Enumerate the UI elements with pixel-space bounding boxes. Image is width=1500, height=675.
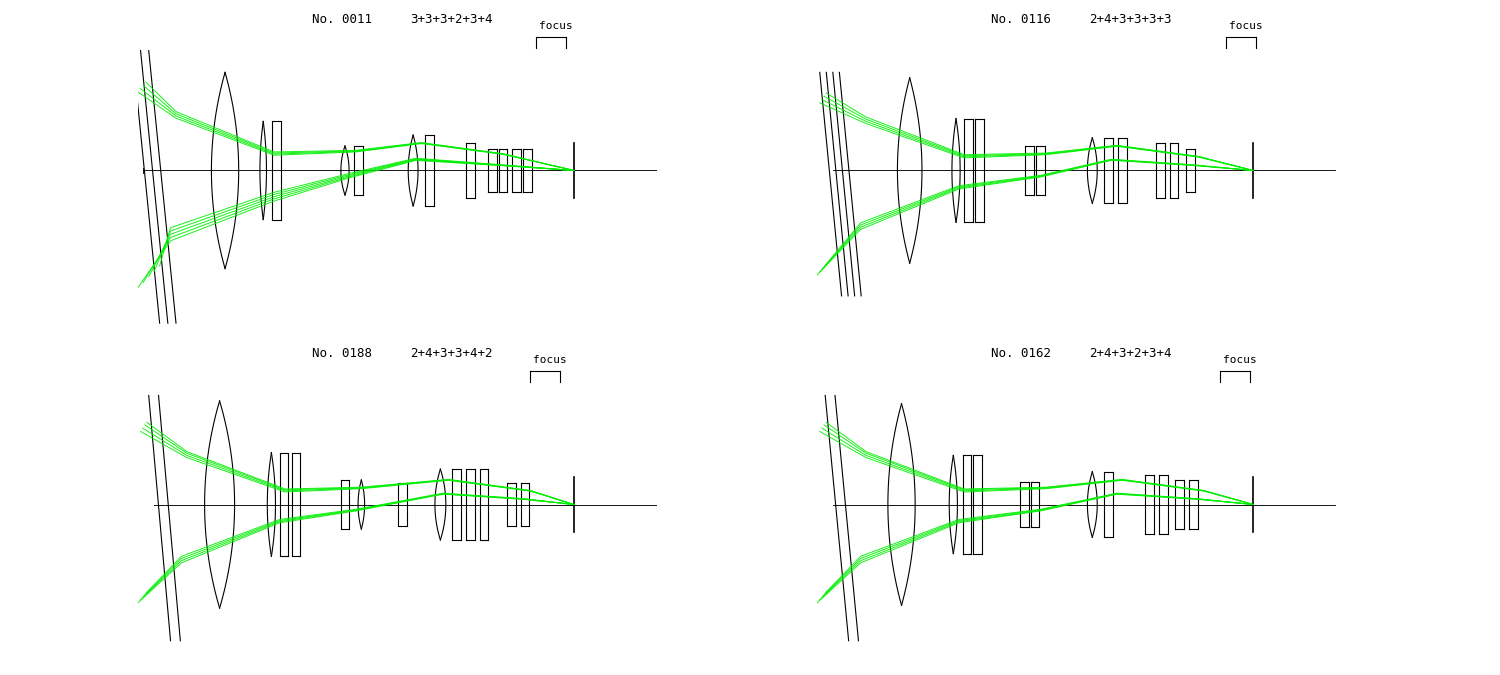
Text: 3+3+3+2+3+4: 3+3+3+2+3+4	[411, 14, 494, 26]
Text: No. 0116: No. 0116	[992, 14, 1052, 26]
Text: focus: focus	[532, 355, 567, 364]
Text: focus: focus	[1222, 355, 1257, 364]
Text: focus: focus	[538, 21, 573, 31]
Text: focus: focus	[1228, 21, 1263, 31]
Text: 2+4+3+3+3+3: 2+4+3+3+3+3	[1089, 14, 1172, 26]
Text: 2+4+3+3+4+2: 2+4+3+3+4+2	[411, 348, 494, 360]
Text: No. 0011: No. 0011	[312, 14, 372, 26]
Text: 2+4+3+2+3+4: 2+4+3+2+3+4	[1089, 348, 1172, 360]
Text: No. 0162: No. 0162	[992, 348, 1052, 360]
Text: No. 0188: No. 0188	[312, 348, 372, 360]
